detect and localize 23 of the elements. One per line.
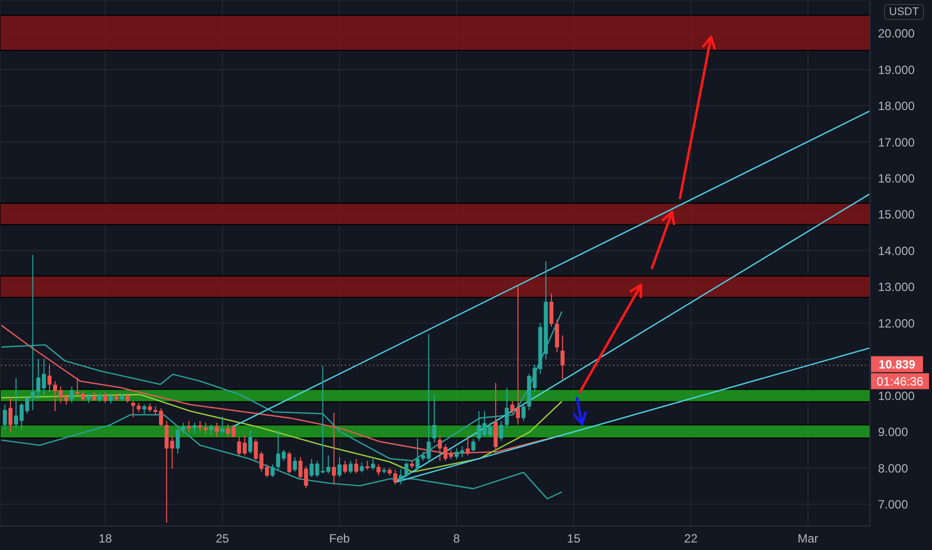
y-tick-label: 16.000 xyxy=(878,171,916,186)
y-tick-label: 15.000 xyxy=(878,208,916,222)
x-tick-label: 25 xyxy=(216,532,230,546)
text: 01:46:36 xyxy=(876,374,924,389)
x-tick-label: 15 xyxy=(567,532,581,546)
x-tick-label: 18 xyxy=(98,532,112,546)
y-tick-label: 13.000 xyxy=(878,280,916,294)
ref-line-label: 10.839 xyxy=(878,358,916,372)
x-tick-label: 22 xyxy=(684,532,698,546)
y-tick-label: 14.000 xyxy=(878,244,916,258)
x-tick-label: Mar xyxy=(798,532,818,546)
x-tick-label: 8 xyxy=(453,532,460,546)
y-tick-label: 18.000 xyxy=(878,99,916,114)
y-tick-label: 7.000 xyxy=(878,498,908,512)
y-tick-label: 20.000 xyxy=(878,26,916,41)
y-tick-label: 12.000 xyxy=(878,316,916,330)
y-tick-label: 9.000 xyxy=(878,425,908,440)
y-tick-label: 19.000 xyxy=(878,62,916,77)
text: USDT xyxy=(884,4,924,20)
y-tick-label: 10.000 xyxy=(878,388,916,403)
y-tick-label: 8.000 xyxy=(878,461,908,476)
y-tick-label: 17.000 xyxy=(878,135,916,150)
x-tick-label: Feb xyxy=(329,532,350,546)
